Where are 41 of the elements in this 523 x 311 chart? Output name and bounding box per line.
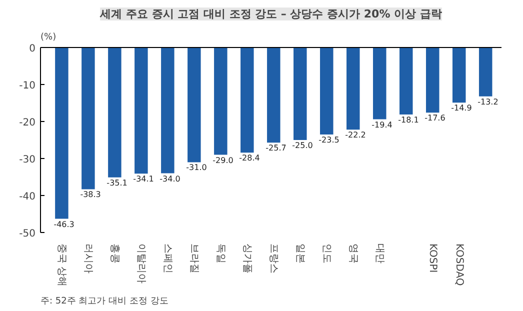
y-tick-label: -20 xyxy=(19,118,36,128)
data-label: -31.0 xyxy=(186,163,207,172)
x-tick-label: 중국 상해 xyxy=(56,244,68,287)
data-label: -18.1 xyxy=(398,115,419,124)
y-tick-label: -30 xyxy=(19,154,36,166)
data-label: -34.0 xyxy=(160,174,180,184)
data-label: -38.3 xyxy=(80,190,101,200)
x-tick-label: KOSDAQ xyxy=(454,244,465,286)
data-label: -19.4 xyxy=(372,120,392,130)
text: 주: 52주 최고가 대비 조정 강도 xyxy=(40,296,168,306)
data-label: -23.5 xyxy=(318,135,340,144)
data-label: -35.1 xyxy=(106,178,128,188)
y-axis-title: (%) xyxy=(40,32,56,42)
x-tick-label: 러시아 xyxy=(82,244,94,274)
x-tick-label: 이탈리아 xyxy=(136,244,147,284)
x-tick-label: 독일 xyxy=(215,244,226,264)
data-label: -34.1 xyxy=(133,174,154,184)
data-label: -14.9 xyxy=(451,104,472,113)
data-label: -17.6 xyxy=(424,114,446,123)
x-tick-label: 대만 xyxy=(374,244,386,264)
x-tick-label: 일본 xyxy=(294,244,306,264)
chart-title: 세계 주요 증시 고점 대비 조정 강도 – 상당수 증시가 20% 이상 급락 xyxy=(99,8,442,20)
x-tick-label: 브라질 xyxy=(188,244,200,274)
x-tick-label: 프랑스 xyxy=(268,244,280,274)
y-tick-label: 0 xyxy=(29,44,36,54)
y-tick-label: -50 xyxy=(19,228,36,240)
x-tick-label: 싱가폴 xyxy=(242,244,253,274)
data-label: -29.0 xyxy=(212,156,234,165)
x-tick-label: KOSPI xyxy=(427,244,438,273)
x-tick-label: 영국 xyxy=(348,244,359,264)
x-tick-label: 스페인 xyxy=(162,244,174,274)
data-label: -22.2 xyxy=(345,130,366,140)
y-tick-label: -10 xyxy=(19,80,36,92)
y-tick-label: -40 xyxy=(19,192,36,202)
data-label: -46.3 xyxy=(54,220,74,229)
x-tick-label: 인도 xyxy=(321,244,332,264)
data-label: -28.4 xyxy=(239,154,260,163)
data-label: -25.7 xyxy=(266,144,286,153)
data-label: -13.2 xyxy=(478,97,498,106)
data-label: -25.0 xyxy=(292,141,313,150)
x-tick-label: 홍콩 xyxy=(109,244,120,264)
